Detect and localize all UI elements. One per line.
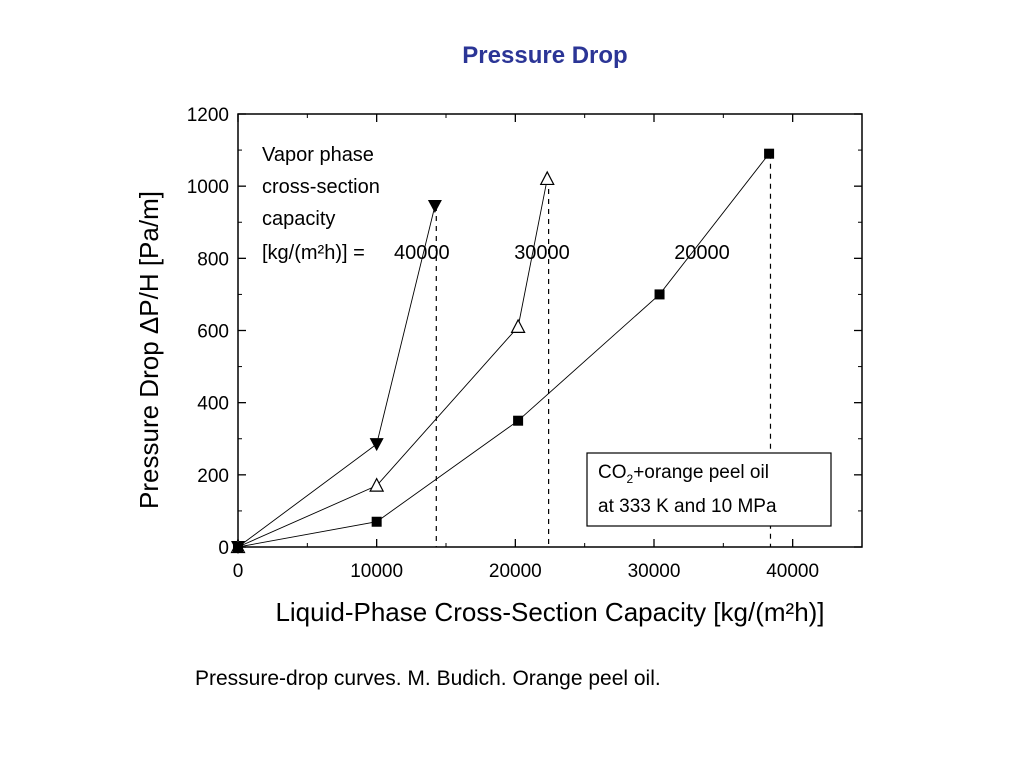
data-point-triangle-up — [510, 318, 526, 333]
vapor-line-2: cross-section — [262, 176, 380, 198]
data-point-triangle-up — [369, 477, 385, 492]
series-labels: 40000 30000 20000 — [394, 242, 730, 264]
x-axis-label: Liquid-Phase Cross-Section Capacity [kg/… — [275, 597, 824, 627]
system-line-1-sub: 2 — [627, 472, 634, 486]
y-tick-label: 0 — [218, 538, 229, 559]
system-line-2: at 333 K and 10 MPa — [598, 496, 777, 517]
vapor-line-4: [kg/(m²h)] = — [262, 242, 370, 264]
x-tick-label: 40000 — [766, 561, 819, 582]
y-tick-label: 600 — [197, 322, 229, 343]
y-tick-label: 1200 — [187, 105, 229, 126]
data-point-square — [654, 289, 665, 300]
system-box-frame — [586, 452, 832, 527]
y-tick-labels: 0 200 400 600 800 1000 1200 — [187, 105, 229, 559]
x-tick-label: 20000 — [489, 561, 542, 582]
data-point-triangle-down — [427, 200, 442, 214]
data-point-square — [233, 542, 243, 552]
series-line — [237, 178, 548, 548]
vapor-line-1: Vapor phase — [262, 144, 374, 166]
x-tick-labels: 0 10000 20000 30000 40000 — [233, 561, 819, 582]
vapor-phase-annotation: Vapor phase cross-section capacity [kg/(… — [262, 144, 380, 264]
system-line-1-rest: +orange peel oil — [633, 462, 769, 483]
vapor-line-3: capacity — [262, 208, 335, 230]
y-tick-label: 200 — [197, 466, 229, 487]
y-axis-label: Pressure Drop ΔP/H [Pa/m] — [134, 191, 164, 509]
data-point-square — [371, 516, 382, 527]
slide-caption: Pressure-drop curves. M. Budich. Orange … — [195, 667, 661, 690]
y-tick-label: 1000 — [187, 177, 229, 198]
y-tick-label: 400 — [197, 394, 229, 415]
series-label: 40000 — [394, 242, 450, 264]
system-line-1-prefix: CO — [598, 462, 627, 483]
data-point-triangle-up — [539, 170, 555, 186]
x-tick-label: 30000 — [628, 561, 681, 582]
y-tick-label: 800 — [197, 249, 229, 270]
data-point-square — [764, 148, 775, 159]
x-tick-label: 0 — [233, 561, 244, 582]
slide-title: Pressure Drop — [462, 42, 628, 69]
series-label: 20000 — [674, 242, 730, 264]
flood-limit-lines — [435, 153, 772, 547]
system-conditions-box: CO2+orange peel oil at 333 K and 10 MPa — [586, 452, 832, 527]
data-markers — [230, 148, 775, 554]
x-tick-label: 10000 — [350, 561, 403, 582]
system-line-1: CO2+orange peel oil — [598, 462, 769, 486]
data-point-triangle-down — [369, 438, 384, 452]
data-point-square — [513, 415, 524, 426]
series-label: 30000 — [514, 242, 570, 264]
